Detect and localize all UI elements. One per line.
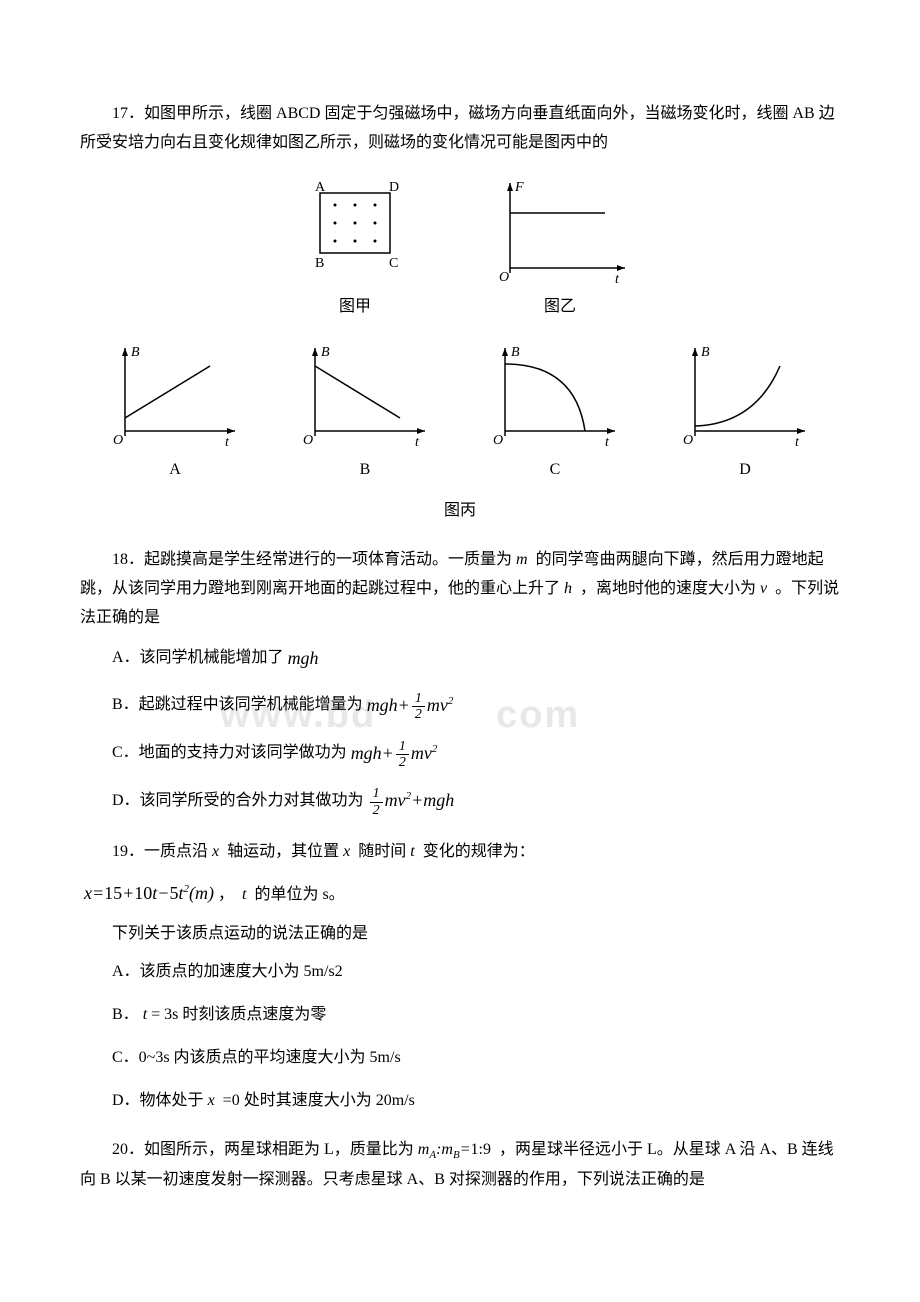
q18-option-a: A．该同学机械能增加了 mgh <box>80 642 840 674</box>
figure-bing-a: B t O A <box>105 336 245 485</box>
q19-text-3: 随时间 <box>354 843 406 860</box>
q18-var-v: v <box>760 580 767 597</box>
figure-yi-label: 图乙 <box>544 293 576 322</box>
figure-bing-d: B t O D <box>675 336 815 485</box>
q19-var-t2: t <box>242 886 246 903</box>
q20-text-1: 如图所示，两星球相距为 L，质量比为 <box>144 1141 414 1158</box>
svg-label: B <box>511 345 520 360</box>
q20-stem: 20．如图所示，两星球相距为 L，质量比为mA:mB=1:9 ，两星球半径远小于… <box>80 1136 840 1195</box>
q19-option-c: C．0~3s 内该质点的平均速度大小为 5m/s <box>80 1044 840 1073</box>
q20-number: 20． <box>112 1141 144 1158</box>
svg-label: t <box>615 272 620 287</box>
figure-bing-a-svg: B t O <box>105 336 245 456</box>
q18-optB-text: B．起跳过程中该同学机械能增量为 <box>112 691 363 720</box>
q18-optD-formula: 12mv2+mgh <box>368 784 455 818</box>
figure-jia-label: 图甲 <box>339 293 371 322</box>
q18-text-3: ，离地时他的速度大小为 <box>576 580 756 597</box>
figure-bing-b: B t O B <box>295 336 435 485</box>
svg-label: B <box>131 345 140 360</box>
question-18: 18．起跳摸高是学生经常进行的一项体育活动。一质量为m 的同学弯曲两腿向下蹲，然… <box>80 546 840 818</box>
svg-label: t <box>225 435 230 450</box>
svg-label: O <box>683 433 693 448</box>
svg-label: A <box>315 180 326 195</box>
q18-stem: 18．起跳摸高是学生经常进行的一项体育活动。一质量为m 的同学弯曲两腿向下蹲，然… <box>80 546 840 632</box>
figure-bing-c: B t O C <box>485 336 625 485</box>
q19-eq-tail: ， <box>218 886 234 903</box>
svg-label: F <box>514 180 524 195</box>
q18-number: 18． <box>112 551 144 568</box>
q19-substem: 下列关于该质点运动的说法正确的是 <box>80 920 840 949</box>
q19-number: 19． <box>112 843 144 860</box>
q17-stem: 17．如图甲所示，线圈 ABCD 固定于匀强磁场中，磁场方向垂直纸面向外，当磁场… <box>80 100 840 158</box>
q19-text-2: 轴运动，其位置 <box>223 843 339 860</box>
question-20: 20．如图所示，两星球相距为 L，质量比为mA:mB=1:9 ，两星球半径远小于… <box>80 1136 840 1195</box>
q19-optB-mid: = 3s 时刻该质点速度为零 <box>151 1006 326 1023</box>
svg-label: t <box>795 435 800 450</box>
q19-var-x2: x <box>343 843 350 860</box>
svg-label: B <box>321 345 330 360</box>
svg-label: C <box>389 256 398 271</box>
svg-label: O <box>113 433 123 448</box>
q19-optD-mid: =0 处时其速度大小为 20m/s <box>219 1092 415 1109</box>
q18-optA-text: A．该同学机械能增加了 <box>112 644 284 673</box>
q18-optA-formula: mgh <box>288 642 319 674</box>
q19-option-a: A．该质点的加速度大小为 5m/s2 <box>80 958 840 987</box>
q19-optB-pre: B． <box>112 1006 139 1023</box>
svg-label: t <box>415 435 420 450</box>
figure-bing-c-svg: B t O <box>485 336 625 456</box>
q18-var-h: h <box>564 580 572 597</box>
q19-option-d: D．物体处于x =0 处时其速度大小为 20m/s <box>80 1087 840 1116</box>
q19-eq-tail2: 的单位为 s。 <box>250 886 344 903</box>
q19-optD-x: x <box>208 1092 215 1109</box>
q18-optB-formula: mgh+12mv2 <box>367 689 454 723</box>
q18-option-b: B．起跳过程中该同学机械能增量为 mgh+12mv2 <box>80 689 840 723</box>
figure-jia-svg: A D B C <box>285 173 425 293</box>
figure-bing-b-svg: B t O <box>295 336 435 456</box>
q19-equation-line: x=15+10t−5t2(m)， t 的单位为 s。 <box>80 877 840 910</box>
q18-optC-text: C．地面的支持力对该同学做功为 <box>112 739 347 768</box>
q17-text: 如图甲所示，线圈 ABCD 固定于匀强磁场中，磁场方向垂直纸面向外，当磁场变化时… <box>80 105 835 151</box>
q18-var-m: m <box>516 551 528 568</box>
figure-yi: F t O 图乙 <box>485 173 635 322</box>
svg-label: t <box>605 435 610 450</box>
q19-stem: 19．一质点沿x 轴运动，其位置x 随时间t 变化的规律为： <box>80 838 840 867</box>
question-17: 17．如图甲所示，线圈 ABCD 固定于匀强磁场中，磁场方向垂直纸面向外，当磁场… <box>80 100 840 526</box>
svg-label: O <box>493 433 503 448</box>
q18-optC-formula: mgh+12mv2 <box>351 737 438 771</box>
q19-text-4: 变化的规律为： <box>419 843 535 860</box>
q20-ratio: mA:mB=1:9 <box>418 1141 491 1158</box>
figure-bing-c-label: C <box>550 456 561 485</box>
q19-optD-pre: D．物体处于 <box>112 1092 204 1109</box>
svg-label: B <box>315 256 324 271</box>
q18-text-1: 起跳摸高是学生经常进行的一项体育活动。一质量为 <box>144 551 512 568</box>
q18-option-d: D．该同学所受的合外力对其做功为 12mv2+mgh <box>80 784 840 818</box>
svg-label: O <box>499 270 509 285</box>
q19-var-x: x <box>212 843 219 860</box>
q17-figure-row-2: B t O A B t O B <box>80 336 840 485</box>
figure-bing-a-label: A <box>169 456 181 485</box>
q19-option-b: B．t= 3s 时刻该质点速度为零 <box>80 1001 840 1030</box>
svg-label: B <box>701 345 710 360</box>
figure-bing-d-svg: B t O <box>675 336 815 456</box>
q17-number: 17． <box>112 105 144 122</box>
q19-text-1: 一质点沿 <box>144 843 208 860</box>
figure-bing-label-row: B <box>360 456 371 485</box>
figure-bing-d-label: D <box>739 456 751 485</box>
q17-figure-row-1: A D B C 图甲 F t O 图乙 <box>80 173 840 322</box>
q18-option-c: C．地面的支持力对该同学做功为 mgh+12mv2 <box>80 737 840 771</box>
figure-yi-svg: F t O <box>485 173 635 293</box>
question-19: 19．一质点沿x 轴运动，其位置x 随时间t 变化的规律为： x=15+10t−… <box>80 838 840 1116</box>
q18-optD-text: D．该同学所受的合外力对其做功为 <box>112 787 364 816</box>
figure-bing-label: 图丙 <box>80 497 840 526</box>
figure-jia: A D B C 图甲 <box>285 173 425 322</box>
svg-label: O <box>303 433 313 448</box>
figure-bing-b-label: B <box>360 456 371 485</box>
q19-equation: x=15+10t−5t2(m) <box>84 883 214 903</box>
svg-label: D <box>389 180 399 195</box>
q19-var-t: t <box>410 843 414 860</box>
q19-optB-t: t <box>143 1006 147 1023</box>
